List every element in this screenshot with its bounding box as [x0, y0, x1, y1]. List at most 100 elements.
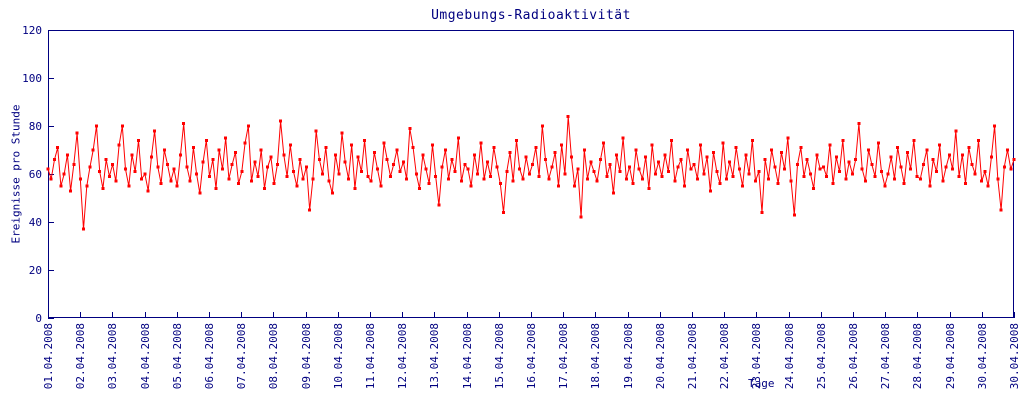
data-point — [786, 136, 790, 140]
data-point — [702, 172, 706, 176]
data-point — [285, 174, 289, 178]
data-point — [330, 191, 334, 195]
series-markers — [46, 114, 1016, 231]
data-point — [618, 170, 622, 174]
data-point — [712, 150, 715, 154]
y-tick-label: 40 — [29, 216, 42, 229]
x-tick-label: 29.04.2008 — [944, 323, 957, 389]
data-point — [198, 191, 202, 195]
data-point — [275, 162, 279, 166]
data-point — [224, 136, 228, 140]
data-point — [686, 148, 690, 152]
data-point — [166, 162, 169, 166]
x-tick-label: 30.04.2008 — [976, 323, 989, 389]
data-point — [350, 143, 354, 147]
data-point — [760, 210, 764, 214]
x-tick-label: 18.04.2008 — [589, 323, 602, 389]
data-point — [298, 158, 302, 162]
data-point — [863, 179, 867, 183]
data-point — [259, 148, 263, 152]
data-point — [634, 148, 638, 152]
data-point — [305, 165, 308, 169]
data-point — [385, 158, 389, 162]
data-point — [779, 150, 783, 154]
data-point — [644, 155, 648, 159]
x-tick-label: 16.04.2008 — [525, 323, 538, 389]
data-point — [421, 153, 425, 157]
x-tick-label: 17.04.2008 — [557, 323, 570, 389]
data-point — [641, 177, 644, 181]
data-point — [731, 174, 735, 178]
x-tick-label: 19.04.2008 — [622, 323, 635, 389]
data-point — [117, 143, 121, 147]
data-point — [605, 174, 609, 178]
data-point — [902, 182, 906, 186]
data-point — [653, 172, 657, 176]
data-point — [450, 158, 454, 162]
data-point — [214, 186, 218, 190]
data-point — [395, 148, 399, 152]
data-point — [524, 155, 528, 159]
x-tick-label: 28.04.2008 — [911, 323, 924, 389]
x-tick-label: 09.04.2008 — [300, 323, 313, 389]
data-point — [828, 143, 832, 147]
data-point — [1009, 167, 1013, 171]
data-point — [104, 158, 108, 162]
data-point — [414, 172, 418, 176]
data-point — [376, 167, 379, 171]
data-point — [996, 177, 1000, 181]
data-point — [1006, 148, 1009, 152]
data-point — [363, 138, 367, 142]
data-point — [72, 162, 76, 166]
data-point — [909, 167, 913, 171]
data-point — [796, 162, 799, 166]
data-point — [392, 162, 396, 166]
data-point — [737, 167, 741, 171]
data-point — [657, 160, 661, 164]
data-point — [708, 189, 712, 193]
x-tick-label: 30.04.2008 — [1008, 323, 1021, 389]
data-point — [989, 155, 993, 159]
data-point — [85, 184, 89, 188]
data-point — [65, 153, 69, 157]
data-point — [324, 146, 328, 150]
data-point — [547, 177, 551, 181]
data-point — [870, 162, 874, 166]
data-point — [650, 143, 654, 147]
data-point — [343, 160, 347, 164]
data-point — [191, 146, 195, 150]
data-point — [683, 184, 686, 188]
y-tick-label: 0 — [35, 312, 42, 325]
data-point — [867, 148, 871, 152]
data-point — [615, 153, 619, 157]
data-point — [983, 170, 987, 174]
data-point — [812, 186, 816, 190]
data-point — [773, 165, 777, 169]
data-point — [453, 170, 457, 174]
data-point — [954, 129, 958, 133]
data-point — [321, 172, 325, 176]
data-point — [69, 189, 73, 193]
data-point — [815, 153, 819, 157]
data-point — [418, 186, 421, 190]
data-point — [805, 158, 809, 162]
data-point — [434, 174, 438, 178]
data-point — [56, 146, 60, 150]
data-point — [928, 184, 932, 188]
data-point — [599, 158, 602, 162]
data-point — [999, 208, 1003, 212]
data-point — [405, 177, 409, 181]
data-point — [705, 155, 709, 159]
data-point — [485, 160, 489, 164]
data-point — [527, 172, 531, 176]
data-point — [757, 170, 761, 174]
y-tick-label: 100 — [22, 72, 42, 85]
data-point — [169, 179, 173, 183]
data-point — [476, 172, 480, 176]
data-point — [107, 174, 111, 178]
data-point — [366, 174, 370, 178]
data-point — [960, 153, 964, 157]
data-point — [482, 177, 486, 181]
